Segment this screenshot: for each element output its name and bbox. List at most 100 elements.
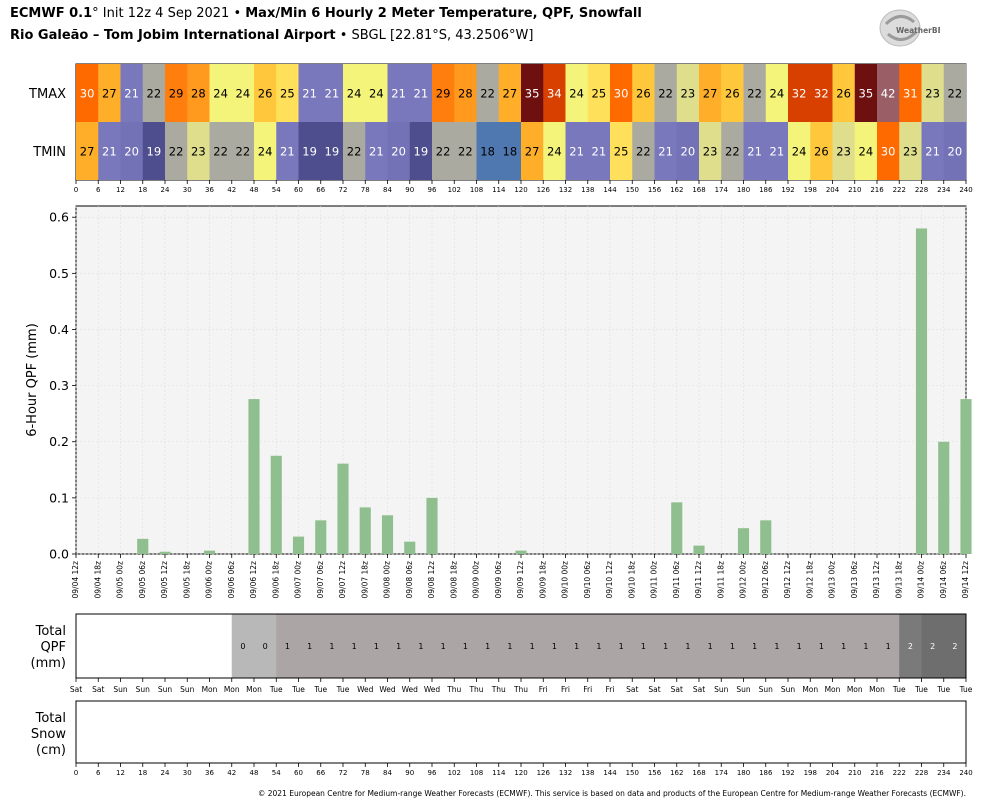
x-tick-label: 198 — [804, 186, 817, 194]
total-qpf-cell — [142, 614, 166, 678]
total-qpf-cell — [187, 614, 210, 678]
heatmap-cell-value: 24 — [547, 145, 562, 159]
heatmap-cell — [832, 64, 856, 122]
heatmap-cell — [543, 64, 566, 122]
y-tick-label: 0.1 — [49, 490, 69, 505]
heatmap-cell-value: 32 — [792, 87, 807, 101]
qpf-bar — [159, 551, 171, 554]
heatmap-cell — [743, 64, 767, 122]
heatmap-cell — [921, 122, 945, 180]
qpf-bar — [292, 536, 305, 554]
x-tick-label: 228 — [915, 186, 928, 194]
total-qpf-value: 1 — [329, 642, 334, 651]
day-label: Mon — [825, 685, 841, 694]
heatmap-cell-value: 27 — [525, 145, 540, 159]
x-tick-label: 192 — [781, 769, 794, 777]
total-qpf-value: 1 — [307, 642, 312, 651]
heatmap-cell — [365, 64, 388, 122]
x-tick-label: 0 — [74, 186, 78, 194]
heatmap-cell-value: 21 — [280, 145, 295, 159]
x-tick-label: 84 — [383, 769, 392, 777]
heatmap-cell-value: 22 — [948, 87, 963, 101]
heatmap-cell — [476, 122, 500, 180]
qpf-bar — [270, 455, 282, 554]
heatmap-cell — [877, 64, 900, 122]
x-tick-label: 144 — [603, 769, 617, 777]
heatmap-cell-value: 27 — [80, 145, 95, 159]
heatmap-cell — [165, 122, 188, 180]
heatmap-cell-value: 19 — [147, 145, 162, 159]
heatmap-cell-value: 34 — [547, 87, 562, 101]
x-tick-label: 48 — [250, 186, 259, 194]
heatmap-cell — [142, 122, 166, 180]
heatmap-cell — [921, 64, 945, 122]
x-tick-label: 216 — [870, 186, 884, 194]
x-tick-label: 54 — [272, 186, 281, 194]
x-tick-label: 138 — [581, 186, 594, 194]
x-tick-label: 168 — [692, 186, 705, 194]
total-snow-label: Total — [35, 711, 66, 726]
x-tick-label: 96 — [428, 186, 437, 194]
heatmap-cell-value: 20 — [124, 145, 139, 159]
total-qpf-cell — [120, 614, 144, 678]
y-axis-label: 6-Hour QPF (mm) — [25, 323, 40, 437]
heatmap-cell-value: 22 — [658, 87, 673, 101]
heatmap-cell-value: 26 — [636, 87, 651, 101]
heatmap-cell-value: 19 — [325, 145, 340, 159]
day-label: Fri — [583, 685, 592, 694]
day-label: Thu — [491, 685, 506, 694]
heatmap-cell — [587, 122, 611, 180]
x-tick-label: 09/13 12z — [872, 561, 881, 599]
heatmap-cell — [387, 122, 411, 180]
heatmap-cell-value: 21 — [302, 87, 317, 101]
x-tick-label: 96 — [428, 769, 437, 777]
heatmap-cell-value: 24 — [770, 87, 785, 101]
heatmap-cell-value: 29 — [436, 87, 451, 101]
heatmap-cell — [788, 64, 811, 122]
total-qpf-strip: 0 0 1 1 1 1 1 1 1 1 1 1 1 1 1 1 1 1 1 1 1 1 1 1 1 1 1 1 1 1 2 2 2 TotalQP… — [31, 613, 973, 694]
heatmap-cell — [810, 64, 833, 122]
heatmap-cell — [254, 122, 277, 180]
x-tick-label: 234 — [937, 186, 951, 194]
heatmap-cell-value: 18 — [480, 145, 495, 159]
x-tick-label: 150 — [626, 769, 639, 777]
qpf-bar — [693, 545, 705, 554]
total-qpf-cell — [98, 614, 121, 678]
x-tick-label: 30 — [183, 769, 192, 777]
x-tick-label: 204 — [826, 186, 840, 194]
heatmap-cell-value: 23 — [703, 145, 718, 159]
x-tick-label: 42 — [227, 186, 236, 194]
heatmap-cell-value: 24 — [347, 87, 362, 101]
x-tick-label: 174 — [715, 186, 729, 194]
heatmap-cell-value: 24 — [859, 145, 874, 159]
heatmap-cell-value: 23 — [903, 145, 918, 159]
day-label: Mon — [802, 685, 818, 694]
station-info: SBGL [22.81°S, 43.2506°W] — [351, 28, 534, 43]
total-qpf-cell — [365, 614, 388, 678]
x-tick-label: 126 — [537, 186, 551, 194]
heatmap-cell-value: 27 — [503, 87, 518, 101]
day-label: Sat — [92, 685, 104, 694]
x-tick-label: 09/10 12z — [605, 561, 614, 599]
heatmap-cell — [165, 64, 188, 122]
heatmap-cell — [565, 122, 589, 180]
x-tick-label: 126 — [537, 769, 551, 777]
day-label: Sat — [648, 685, 660, 694]
heatmap-cell — [298, 64, 322, 122]
qpf-bar — [426, 497, 438, 554]
heatmap-cell-value: 27 — [102, 87, 117, 101]
total-qpf-value: 1 — [641, 642, 646, 651]
station-name: Rio Galeão – Tom Jobim International Air… — [10, 28, 336, 43]
day-label: Fri — [539, 685, 548, 694]
x-tick-label: 168 — [692, 769, 705, 777]
heatmap-cell — [721, 122, 744, 180]
heatmap-cell-value: 24 — [569, 87, 584, 101]
day-label: Mon — [869, 685, 885, 694]
chart-subtitle: Rio Galeão – Tom Jobim International Air… — [10, 28, 533, 43]
logo-text: WeatherBELL — [896, 26, 940, 35]
y-tick-label: 0.5 — [49, 266, 69, 281]
x-tick-label: 132 — [559, 769, 572, 777]
total-qpf-cell — [854, 614, 878, 678]
degree-symbol: ° — [92, 6, 99, 21]
x-tick-label: 84 — [383, 186, 392, 194]
